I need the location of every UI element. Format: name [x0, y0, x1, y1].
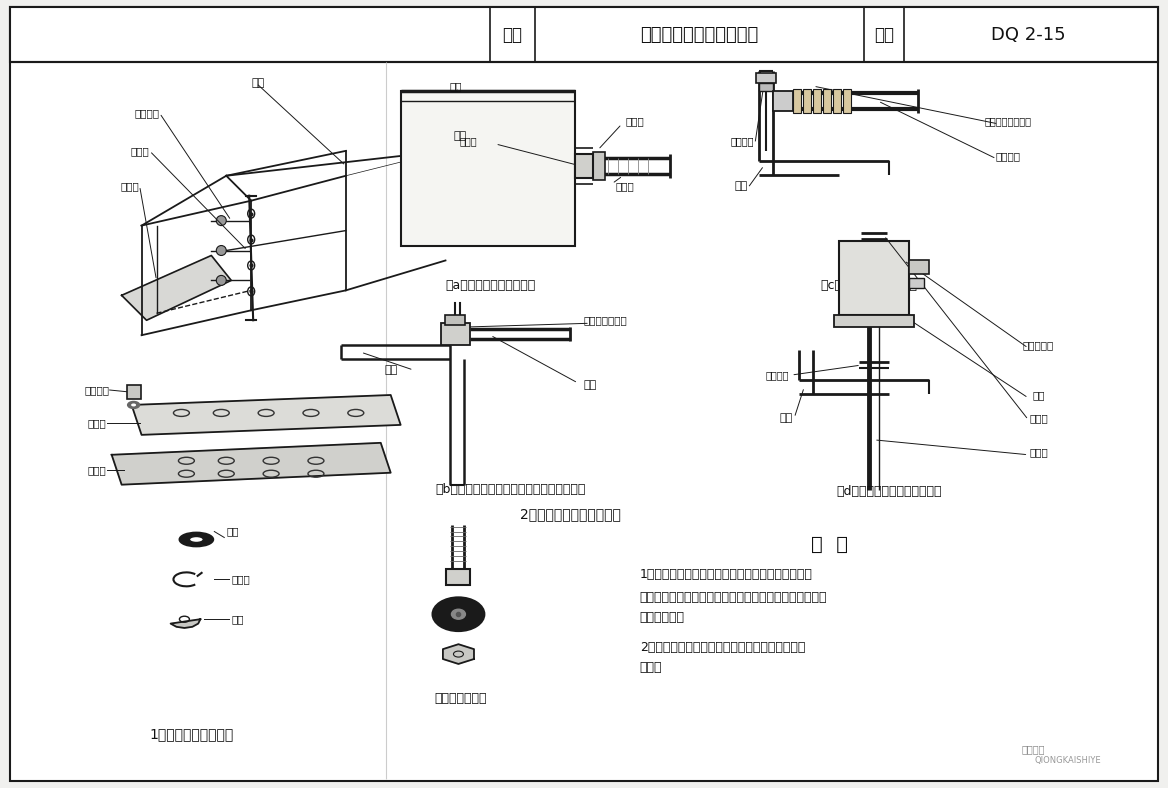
Ellipse shape — [127, 401, 139, 408]
Polygon shape — [132, 395, 401, 435]
Text: 铜锁扣: 铜锁扣 — [1029, 413, 1048, 423]
Text: 盖板: 盖板 — [450, 81, 461, 91]
Ellipse shape — [452, 609, 465, 619]
Text: 2．管子引下线做法所用材料规格参看金属管敷设: 2．管子引下线做法所用材料规格参看金属管敷设 — [640, 641, 805, 653]
Text: 卡套式管端接头: 卡套式管端接头 — [583, 315, 627, 325]
Text: 垫片: 垫片 — [227, 526, 238, 537]
Text: 盘）的外侧。: 盘）的外侧。 — [640, 611, 684, 624]
Text: 锁紧螺母: 锁紧螺母 — [766, 370, 790, 380]
Bar — [823, 89, 832, 113]
Text: （a）电线管引线安装方法: （a）电线管引线安装方法 — [445, 279, 535, 292]
Polygon shape — [171, 619, 201, 628]
Text: 2．金属线槽引线安装方法: 2．金属线槽引线安装方法 — [520, 507, 620, 522]
Bar — [575, 154, 593, 178]
Bar — [401, 91, 575, 246]
Circle shape — [216, 276, 227, 285]
Text: 说  明: 说 明 — [811, 535, 848, 554]
Text: （b）金属管引线安装方法（适用不同管子）: （b）金属管引线安装方法（适用不同管子） — [434, 483, 585, 496]
Text: 线槽: 线槽 — [735, 180, 748, 191]
Text: 锁紧螺母: 锁紧螺母 — [731, 136, 755, 146]
Bar — [909, 261, 929, 274]
Text: （c）金属软管引线安装方法: （c）金属软管引线安装方法 — [820, 279, 918, 292]
Text: 弹簧垫: 弹簧垫 — [231, 574, 250, 585]
Bar — [446, 570, 471, 585]
Bar — [834, 315, 913, 327]
Text: （d）利用铸铁盒引线安装方法: （d）利用铸铁盒引线安装方法 — [836, 485, 941, 498]
Ellipse shape — [432, 597, 485, 631]
Text: QIONGKAISHIYE: QIONGKAISHIYE — [1035, 756, 1101, 765]
Ellipse shape — [131, 403, 137, 407]
Bar — [909, 278, 924, 288]
Text: 琼凯实业: 琼凯实业 — [1022, 744, 1045, 754]
Text: 1．金属线槽连接方法: 1．金属线槽连接方法 — [150, 727, 234, 741]
Bar — [440, 323, 471, 345]
Text: 电线管: 电线管 — [1029, 447, 1048, 457]
Text: 金属软管: 金属软管 — [996, 151, 1021, 161]
Text: 1．梯架（托盘）在每个支吊架上的固定应牢固；梯: 1．梯架（托盘）在每个支吊架上的固定应牢固；梯 — [640, 568, 813, 581]
Circle shape — [216, 246, 227, 255]
Bar — [793, 89, 801, 113]
Text: 章节。: 章节。 — [640, 660, 662, 674]
Text: 金属线槽连接及引线方法: 金属线槽连接及引线方法 — [640, 26, 759, 44]
Text: 线槽: 线槽 — [779, 413, 792, 423]
Bar — [843, 89, 851, 113]
Bar — [757, 73, 777, 83]
Text: 外螺纹软管铜接头: 外螺纹软管铜接头 — [985, 116, 1033, 126]
Bar — [813, 89, 821, 113]
Bar — [11, 7, 1157, 62]
Ellipse shape — [180, 533, 214, 546]
Ellipse shape — [442, 603, 475, 625]
Text: 架（托盘）连接板的螺栓应紧固，螺母心应位于梯架（托: 架（托盘）连接板的螺栓应紧固，螺母心应位于梯架（托 — [640, 591, 827, 604]
Bar — [126, 385, 140, 399]
Text: 管接头: 管接头 — [625, 116, 645, 126]
Bar — [759, 83, 773, 91]
Bar — [593, 152, 605, 180]
Bar — [833, 89, 841, 113]
Text: 线槽: 线槽 — [251, 78, 265, 88]
Text: 连接板: 连接板 — [88, 465, 106, 474]
Polygon shape — [112, 443, 390, 485]
Bar — [804, 89, 812, 113]
Text: 内衬板: 内衬板 — [88, 418, 106, 428]
Bar — [445, 315, 465, 325]
Text: 盒盖: 盒盖 — [1033, 390, 1044, 400]
Text: 连接板: 连接板 — [131, 146, 150, 156]
Polygon shape — [121, 255, 231, 320]
Text: 螺母: 螺母 — [231, 614, 244, 624]
Text: 内衬板: 内衬板 — [120, 180, 139, 191]
Text: DQ 2-15: DQ 2-15 — [992, 26, 1065, 44]
Circle shape — [216, 216, 227, 225]
Text: 方径螺栓大样图: 方径螺栓大样图 — [434, 693, 487, 705]
Polygon shape — [443, 645, 474, 664]
Text: 图名: 图名 — [502, 26, 522, 44]
Text: 连接螺栓: 连接螺栓 — [134, 108, 160, 118]
Text: 图号: 图号 — [874, 26, 894, 44]
Bar — [839, 240, 909, 315]
Text: 电线管: 电线管 — [616, 180, 634, 191]
Text: 铜锁扣: 铜锁扣 — [459, 136, 478, 146]
Text: 方径螺栓: 方径螺栓 — [84, 385, 110, 395]
Text: 线槽: 线槽 — [384, 365, 397, 375]
Text: 铸铁接线盒: 铸铁接线盒 — [1023, 340, 1054, 350]
Bar — [773, 91, 793, 111]
Ellipse shape — [189, 537, 203, 542]
Text: 管子: 管子 — [583, 380, 597, 390]
Text: 线槽: 线槽 — [454, 131, 467, 141]
